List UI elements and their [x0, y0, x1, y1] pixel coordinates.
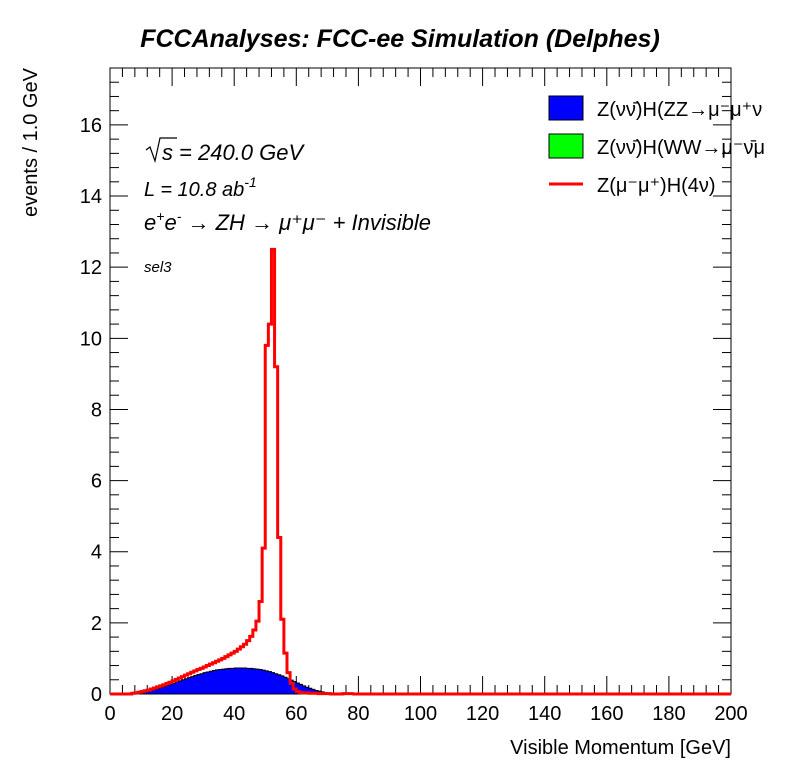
- legend-swatch: [548, 95, 584, 121]
- sqrt-s-annotation: s = 240.0 GeV: [145, 137, 305, 165]
- y-tick-label: 14: [80, 186, 102, 208]
- luminosity-exponent: -1: [244, 174, 256, 190]
- x-axis-label: Visible Momentum [GeV]: [510, 737, 731, 759]
- luminosity-value: L = 10.8 ab: [144, 179, 244, 201]
- sqrt-s-value: = 240.0 GeV: [179, 140, 305, 165]
- y-tick-labels: 0 2 4 6 8 10 12 14 16: [80, 115, 102, 706]
- luminosity-annotation: L = 10.8 ab-1: [144, 174, 257, 201]
- y-tick-label: 6: [91, 471, 102, 493]
- x-tick-label: 200: [714, 703, 747, 725]
- x-tick-label: 40: [223, 703, 245, 725]
- legend-swatch: [548, 133, 584, 159]
- y-tick-label: 8: [91, 399, 102, 421]
- legend-label: Z(νν̄)H(WW→μ⁻ν̄μ: [597, 137, 765, 159]
- series-layer: [110, 247, 731, 696]
- y-tick-label: 4: [91, 542, 102, 564]
- sqrt-s-var: s: [162, 140, 173, 165]
- x-tick-label: 80: [347, 703, 369, 725]
- histogram-line: [110, 247, 354, 696]
- x-tick-label: 180: [652, 703, 685, 725]
- legend-label: Z(μ⁻μ⁺)H(4ν): [597, 175, 716, 197]
- x-tick-label: 140: [528, 703, 561, 725]
- y-tick-label: 0: [91, 684, 102, 706]
- process-text: ZH → μ⁺μ⁻ + Invisible: [215, 210, 431, 235]
- y-tick-label: 2: [91, 613, 102, 635]
- chart-title: FCCAnalyses: FCC-ee Simulation (Delphes): [140, 25, 660, 53]
- sqrt-s-energy: 240.0 GeV: [197, 140, 306, 165]
- x-tick-label: 100: [404, 703, 437, 725]
- x-tick-label: 60: [285, 703, 307, 725]
- process-annotation: e+e- → ZH → μ⁺μ⁻ + Invisible: [144, 208, 431, 235]
- legend: Z(νν̄)H(ZZ→μ⁻μ⁺ν Z(νν̄)H(WW→μ⁻ν̄μ Z(μ⁻μ⁺)H…: [548, 95, 765, 197]
- x-tick-label: 120: [466, 703, 499, 725]
- y-tick-label: 10: [80, 328, 102, 350]
- y-axis-label: events / 1.0 GeV: [20, 67, 42, 217]
- x-tick-label: 0: [104, 703, 115, 725]
- histogram-fill: [110, 667, 344, 695]
- legend-label: Z(νν̄)H(ZZ→μ⁻μ⁺ν: [597, 99, 762, 121]
- selection-label: sel3: [144, 259, 172, 276]
- sqrt-symbol: [145, 137, 177, 164]
- y-tick-label: 16: [80, 115, 102, 137]
- x-tick-label: 20: [161, 703, 183, 725]
- axis-ticks: [109, 67, 732, 695]
- x-tick-labels: 0 20 40 60 80 100 120 140 160 180 200: [104, 703, 747, 725]
- x-tick-label: 160: [590, 703, 623, 725]
- y-tick-label: 12: [80, 257, 102, 279]
